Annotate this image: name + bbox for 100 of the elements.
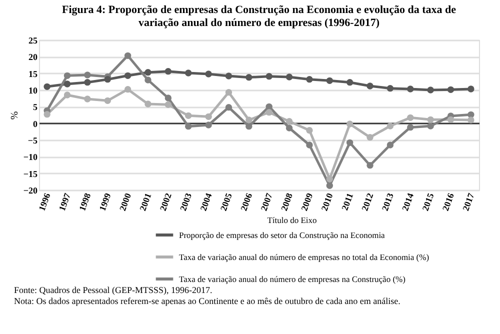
- y-tick-label: −15: [23, 168, 38, 179]
- point: [64, 92, 71, 98]
- point: [144, 76, 152, 84]
- point: [427, 122, 434, 130]
- point: [246, 116, 252, 124]
- point: [185, 122, 192, 130]
- point: [407, 114, 414, 122]
- legend-title: Título do Eixo: [267, 215, 317, 225]
- x-tick-label: 2006: [238, 191, 254, 212]
- point: [386, 122, 394, 130]
- point: [407, 124, 414, 131]
- x-tick-label: 1999: [97, 191, 113, 212]
- y-tick-label: −10: [23, 152, 38, 162]
- y-tick-label: 5: [33, 102, 38, 112]
- y-tick-label: 25: [28, 36, 38, 46]
- point: [84, 96, 91, 102]
- x-tick-label: 2000: [117, 191, 134, 212]
- point: [185, 70, 192, 76]
- y-tick-label: −20: [23, 186, 38, 196]
- y-tick-label: 10: [28, 86, 38, 96]
- point: [84, 78, 91, 86]
- point: [326, 182, 333, 190]
- point: [164, 94, 172, 102]
- point: [44, 83, 50, 90]
- x-tick-label: 2003: [178, 191, 194, 212]
- y-tick-label: 20: [28, 52, 38, 62]
- x-tick-label: 2008: [278, 191, 295, 212]
- point: [386, 142, 394, 148]
- point: [225, 104, 232, 111]
- x-tick-label: 2016: [440, 191, 456, 212]
- point: [346, 78, 354, 86]
- x-tick-label: 2001: [138, 191, 154, 212]
- point: [326, 77, 333, 84]
- point: [44, 110, 50, 118]
- point: [326, 176, 333, 182]
- point: [266, 72, 272, 80]
- x-tick-label: 2002: [158, 191, 174, 212]
- point: [84, 72, 91, 78]
- point: [286, 118, 293, 125]
- point: [447, 116, 454, 124]
- x-tick-label: 2014: [400, 191, 416, 212]
- point: [366, 82, 374, 90]
- point: [104, 76, 111, 83]
- point: [246, 122, 252, 130]
- point: [205, 122, 212, 128]
- point: [286, 74, 293, 80]
- x-tick-label: 2004: [198, 191, 214, 212]
- point: [407, 86, 414, 92]
- y-tick-label: 15: [28, 68, 38, 79]
- point: [346, 139, 354, 146]
- legend-label: Taxa de variação anual do número de empresas na Construção (%): [179, 274, 406, 284]
- point: [427, 116, 434, 124]
- point: [447, 86, 454, 94]
- x-tick-label: 2015: [420, 191, 436, 212]
- point: [164, 101, 172, 108]
- x-tick-label: 2017: [460, 191, 476, 212]
- point: [306, 76, 313, 83]
- point: [185, 112, 192, 120]
- x-tick-label: 2011: [340, 191, 356, 212]
- point: [104, 97, 111, 104]
- point: [346, 120, 354, 128]
- point: [205, 113, 212, 120]
- point: [124, 52, 132, 60]
- legend-label: Taxa de variação anual do número de empresas no total da Economia (%): [179, 252, 430, 262]
- point: [144, 68, 152, 76]
- text: Nota: Os dados apresentados referem-se apenas ao Continente e ao mês de outubro de cada ano em análise.: [14, 296, 400, 306]
- point: [427, 86, 434, 94]
- point: [144, 100, 152, 108]
- point: [124, 86, 132, 93]
- point: [266, 103, 272, 110]
- x-tick-label: 1996: [36, 191, 52, 212]
- x-tick-label: 2005: [218, 191, 234, 212]
- y-tick-label: 0: [33, 118, 38, 129]
- point: [366, 162, 374, 169]
- point: [306, 126, 313, 134]
- point: [386, 84, 394, 92]
- x-tick-label: 2013: [380, 191, 396, 212]
- source-note: Fonte: Quadros de Pessoal (GEP-MTSSS), 1996-2017.: [14, 285, 212, 295]
- x-tick-label: 1998: [77, 191, 93, 212]
- y-tick-label: −5: [28, 136, 38, 146]
- point: [306, 142, 313, 148]
- point: [286, 124, 293, 132]
- point: [468, 86, 474, 92]
- point: [468, 116, 474, 124]
- point: [164, 68, 172, 75]
- x-tick-label: 2012: [360, 191, 376, 212]
- x-tick-label: 2009: [299, 191, 315, 212]
- point: [225, 72, 232, 80]
- point: [266, 108, 272, 116]
- legend-label: Proporção de empresas do setor da Construção na Economia: [179, 230, 386, 240]
- x-tick-label: 2010: [319, 191, 336, 212]
- point: [124, 72, 132, 80]
- y-axis-title: %: [9, 111, 20, 120]
- x-tick-label: 2007: [258, 191, 274, 212]
- point: [246, 74, 252, 81]
- point: [225, 88, 232, 96]
- point: [64, 80, 71, 88]
- x-tick-label: 1997: [56, 191, 73, 212]
- point: [366, 134, 374, 141]
- point: [64, 72, 71, 80]
